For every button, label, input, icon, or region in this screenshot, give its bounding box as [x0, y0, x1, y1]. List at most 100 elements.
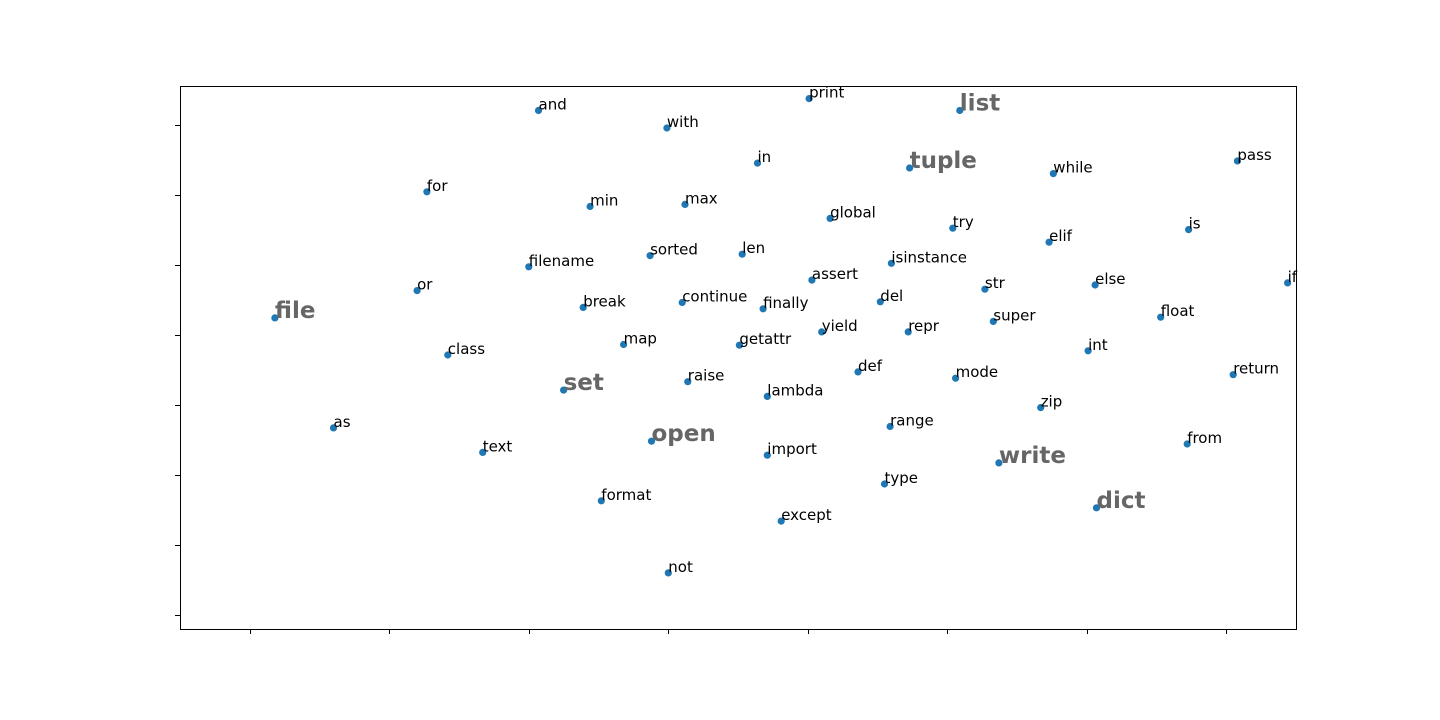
point-len [738, 250, 746, 258]
point-or [413, 287, 421, 295]
point-label-from: from [1187, 429, 1222, 447]
point-label-range: range [890, 412, 934, 430]
point-global [826, 214, 834, 222]
point-repr [904, 328, 912, 336]
point-label-try: try [953, 213, 974, 231]
point-label-elif: elif [1049, 227, 1073, 245]
point-label-print: print [809, 84, 844, 102]
point-elif [1045, 238, 1053, 246]
point-label-open: open [652, 421, 716, 447]
point-tuple [906, 164, 914, 172]
point-isinstance [887, 259, 896, 267]
point-filename [525, 263, 533, 271]
point-label-class: class [448, 340, 485, 358]
point-import [763, 451, 771, 459]
point-map [620, 340, 628, 349]
point-label-zip: zip [1041, 393, 1063, 411]
point-label-finally: finally [763, 294, 808, 312]
point-label-max: max [685, 189, 718, 207]
point-label-in: in [758, 148, 772, 166]
point-label-return: return [1233, 360, 1279, 378]
point-with [663, 124, 671, 132]
point-del [876, 298, 884, 306]
point-label-int: int [1088, 336, 1108, 354]
point-label-min: min [590, 192, 618, 210]
point-label-dict: dict [1097, 488, 1146, 514]
point-text [479, 448, 487, 456]
point-label-len: len [742, 239, 765, 257]
point-file [271, 314, 279, 322]
point-label-mode: mode [956, 363, 999, 381]
point-return [1229, 371, 1237, 379]
point-list [956, 106, 964, 115]
point-label-str: str [985, 274, 1006, 292]
point-max [681, 200, 689, 208]
point-label-yield: yield [822, 317, 858, 335]
plot-frame [180, 86, 1297, 630]
point-for [423, 188, 431, 196]
point-try [949, 224, 957, 232]
point-label-global: global [830, 203, 876, 221]
data-points: print list and with in tuple while pass for min ma… [271, 84, 1298, 577]
point-label-raise: raise [688, 367, 725, 385]
point-label-pass: pass [1237, 146, 1272, 164]
point-def [854, 368, 862, 376]
point-label-not: not [668, 558, 693, 576]
point-label-file: file [275, 298, 316, 324]
point-label-if: if [1288, 268, 1298, 286]
point-label-filename: filename [529, 252, 594, 270]
point-min [586, 202, 594, 211]
point-label-and: and [539, 96, 567, 114]
point-range [886, 422, 894, 431]
point-is [1185, 226, 1193, 234]
point-label-tuple: tuple [910, 148, 977, 174]
point-label-del: del [880, 287, 903, 305]
point-label-def: def [858, 357, 883, 375]
point-label-super: super [993, 306, 1036, 324]
point-mode [952, 374, 960, 382]
point-float [1157, 313, 1165, 321]
point-continue [678, 298, 686, 307]
point-except [777, 517, 785, 525]
point-zip [1037, 404, 1045, 412]
point-open [647, 437, 656, 445]
point-write [995, 459, 1003, 467]
point-label-map: map [624, 330, 657, 348]
point-raise [684, 378, 692, 386]
point-label-while: while [1053, 159, 1092, 177]
point-and [534, 106, 543, 115]
point-label-assert: assert [812, 265, 858, 283]
point-break [579, 303, 587, 311]
point-not [664, 569, 672, 577]
point-label-lambda: lambda [767, 381, 823, 399]
point-label-write: write [999, 443, 1066, 469]
point-label-type: type [885, 469, 919, 487]
point-else [1091, 281, 1099, 289]
point-while [1049, 170, 1057, 178]
point-label-import: import [767, 440, 817, 458]
point-format [597, 497, 605, 505]
point-in [753, 159, 762, 167]
point-print [805, 95, 813, 103]
point-type [880, 480, 889, 488]
point-label-or: or [417, 276, 433, 294]
point-label-else: else [1095, 270, 1125, 288]
point-label-format: format [601, 486, 651, 504]
point-super [989, 317, 997, 325]
point-label-continue: continue [682, 288, 747, 306]
point-lambda [763, 392, 771, 400]
point-from [1183, 440, 1191, 448]
point-label-text: text [483, 437, 513, 455]
point-str [981, 285, 989, 293]
point-assert [808, 276, 816, 284]
point-label-is: is [1189, 215, 1201, 233]
point-label-break: break [583, 292, 626, 310]
point-set [560, 386, 568, 394]
point-label-getattr: getattr [739, 330, 792, 348]
point-label-with: with [667, 113, 699, 131]
point-int [1084, 347, 1092, 355]
point-as [329, 424, 338, 432]
point-label-for: for [427, 177, 448, 195]
point-label-except: except [781, 506, 832, 524]
